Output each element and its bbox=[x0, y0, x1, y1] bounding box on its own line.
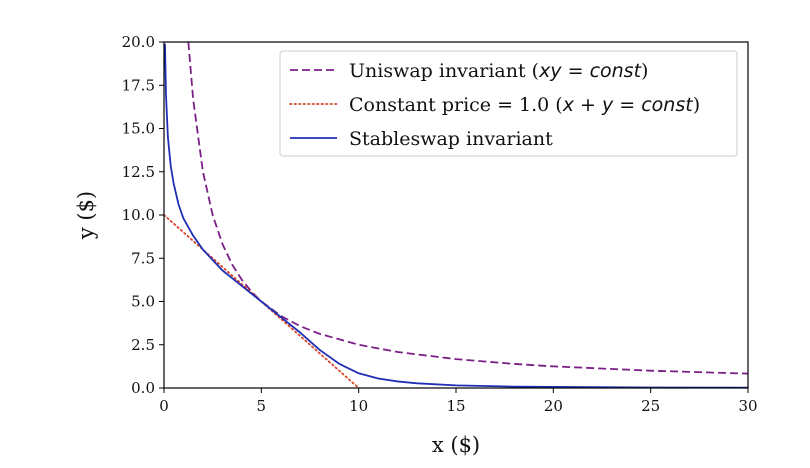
x-tick-label: 25 bbox=[641, 397, 660, 415]
legend-label-2: Stableswap invariant bbox=[349, 128, 553, 150]
y-tick-label: 12.5 bbox=[122, 163, 155, 181]
legend-label-part: ) bbox=[693, 94, 700, 116]
legend-label-part: const bbox=[590, 60, 643, 82]
legend-label-0: Uniswap invariant (xy = const) bbox=[349, 60, 648, 82]
legend-label-part: x bbox=[562, 94, 575, 116]
legend-label-part: y bbox=[601, 94, 614, 116]
y-tick-label: 20.0 bbox=[122, 33, 155, 51]
legend-label-part: const bbox=[641, 94, 694, 116]
legend-label-1: Constant price = 1.0 (x + y = const) bbox=[349, 94, 700, 116]
legend: Uniswap invariant (xy = const)Constant p… bbox=[279, 50, 738, 157]
series-line-0 bbox=[187, 42, 748, 375]
x-axis-label: x ($) bbox=[432, 433, 480, 457]
y-tick-label: 17.5 bbox=[122, 76, 155, 94]
x-tick-label: 5 bbox=[257, 397, 267, 415]
legend-label-part: ) bbox=[641, 60, 648, 82]
legend-box bbox=[279, 50, 738, 157]
series-line-2 bbox=[164, 43, 748, 388]
y-tick-label: 5.0 bbox=[131, 293, 155, 311]
legend-label-part: + bbox=[574, 94, 602, 116]
legend-label-part: Constant price = 1.0 ( bbox=[349, 94, 563, 116]
series-layer bbox=[164, 42, 748, 388]
x-tick-label: 0 bbox=[159, 397, 169, 415]
legend-label-part: Stableswap invariant bbox=[349, 128, 553, 150]
legend-label-part: = bbox=[562, 60, 590, 82]
x-axis-ticks: 0 5 10 15 20 25 30 bbox=[159, 388, 758, 415]
y-axis-ticks: 0.0 2.5 5.0 7.5 10.0 12.5 15.0 17.5 20.0 bbox=[122, 33, 164, 397]
x-tick-label: 10 bbox=[349, 397, 368, 415]
y-axis-label: y ($) bbox=[74, 191, 98, 240]
x-tick-label: 15 bbox=[446, 397, 465, 415]
y-tick-label: 10.0 bbox=[122, 206, 155, 224]
y-tick-label: 0.0 bbox=[131, 379, 155, 397]
y-tick-label: 2.5 bbox=[131, 336, 155, 354]
legend-label-part: Uniswap invariant ( bbox=[349, 60, 539, 82]
x-tick-label: 30 bbox=[738, 397, 757, 415]
legend-label-part: = bbox=[613, 94, 641, 116]
legend-label-part: xy bbox=[538, 60, 562, 82]
y-tick-label: 7.5 bbox=[131, 249, 155, 267]
x-tick-label: 20 bbox=[544, 397, 563, 415]
y-tick-label: 15.0 bbox=[122, 120, 155, 138]
